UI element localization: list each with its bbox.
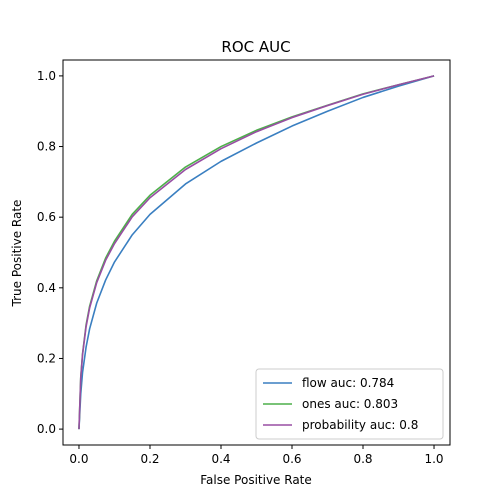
y-tick-label: 1.0 bbox=[37, 69, 56, 83]
x-tick-label: 0.4 bbox=[211, 452, 230, 466]
legend-label-2: probability auc: 0.8 bbox=[302, 418, 418, 432]
legend-label-0: flow auc: 0.784 bbox=[302, 376, 394, 390]
y-axis-ticks: 0.0 0.2 0.4 0.6 0.8 1.0 bbox=[37, 69, 63, 436]
y-tick-label: 0.0 bbox=[37, 422, 56, 436]
y-axis-label: True Positive Rate bbox=[10, 200, 24, 308]
x-axis-label: False Positive Rate bbox=[200, 473, 312, 487]
legend-label-1: ones auc: 0.803 bbox=[302, 397, 398, 411]
legend-items: flow auc: 0.784 ones auc: 0.803 probabilit… bbox=[263, 376, 418, 432]
y-tick-label: 0.6 bbox=[37, 210, 56, 224]
chart-title: ROC AUC bbox=[221, 38, 290, 56]
legend-box bbox=[255, 368, 444, 440]
x-tick-label: 0.8 bbox=[353, 452, 372, 466]
legend: flow auc: 0.784 ones auc: 0.803 probabilit… bbox=[255, 368, 444, 440]
y-tick-label: 0.4 bbox=[37, 281, 56, 295]
x-tick-label: 0.2 bbox=[140, 452, 159, 466]
plot-lines bbox=[78, 75, 435, 430]
x-tick-label: 0.0 bbox=[69, 452, 88, 466]
y-tick-label: 0.2 bbox=[37, 351, 56, 365]
x-axis-ticks: 0.0 0.2 0.4 0.6 0.8 1.0 bbox=[69, 445, 444, 466]
x-tick-label: 0.6 bbox=[282, 452, 301, 466]
plot-frame bbox=[62, 59, 451, 446]
x-tick-label: 1.0 bbox=[424, 452, 443, 466]
series-line-2 bbox=[78, 75, 435, 430]
series-line-0 bbox=[78, 75, 435, 430]
y-tick-label: 0.8 bbox=[37, 140, 56, 154]
